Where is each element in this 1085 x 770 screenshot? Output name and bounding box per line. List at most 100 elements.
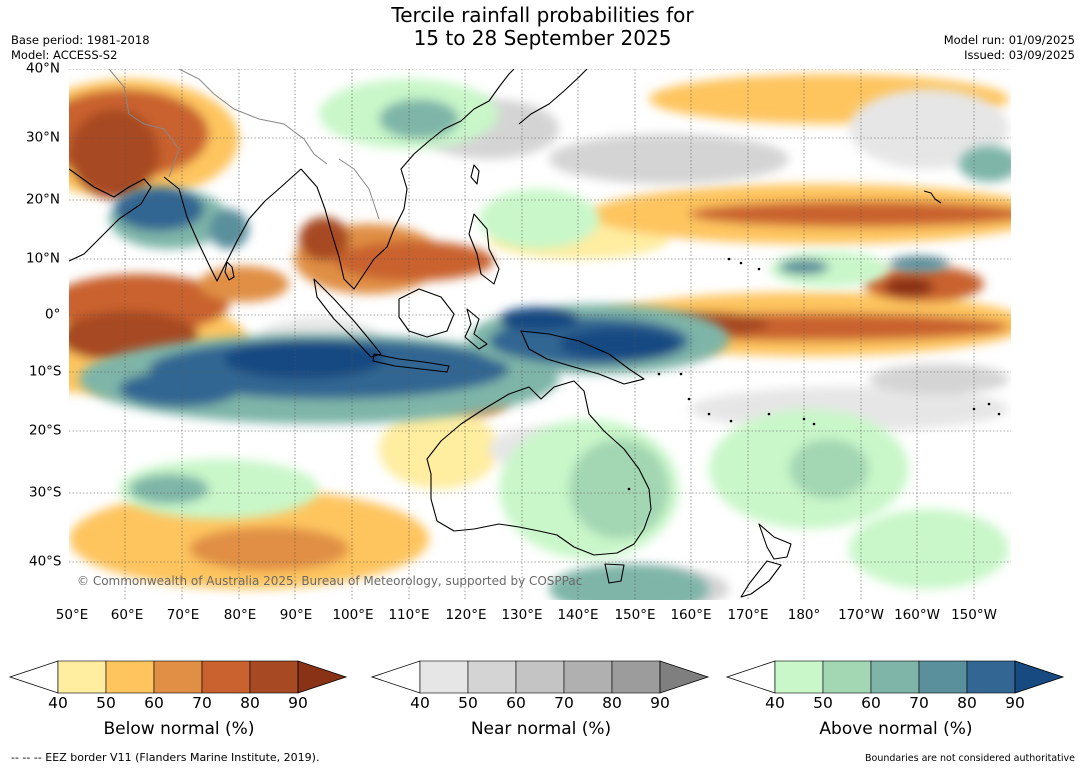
cbar-near-50-60 — [467, 660, 517, 694]
lon-label-170w: 170°W — [838, 607, 884, 623]
coastline-sri-lanka — [224, 261, 235, 281]
tick-above-90: 90 — [1005, 694, 1025, 712]
lon-label-130e: 130°E — [501, 607, 543, 623]
lon-label-170e: 170°E — [727, 607, 769, 623]
coastline-australia — [426, 380, 652, 556]
title-line-1: Tercile rainfall probabilities for — [391, 3, 694, 27]
lat-label-20n: 20°N — [26, 191, 61, 208]
lon-label-100e: 100°E — [332, 607, 374, 623]
eez-border-note: -- -- -- EEZ border V11 (Flanders Marine… — [11, 751, 320, 764]
coastline-arabia — [69, 168, 152, 262]
lon-label-150e: 150°E — [614, 607, 656, 623]
coastline-new-zealand-south — [740, 560, 782, 598]
lon-label-160e: 160°E — [670, 607, 712, 623]
lat-label-40s: 40°S — [29, 553, 62, 570]
coastline-japan — [518, 69, 588, 125]
lon-label-120e: 120°E — [445, 607, 487, 623]
tick-near-90: 90 — [650, 694, 670, 712]
lat-label-30n: 30°N — [26, 129, 61, 146]
lat-label-0: 0° — [45, 306, 61, 323]
tick-below-90: 90 — [288, 694, 308, 712]
coastline-bay-of-bengal-east — [300, 168, 388, 290]
coastline-java — [372, 353, 450, 373]
model-run: Model run: 01/09/2025 — [943, 33, 1075, 47]
coastline-tasmania — [604, 563, 625, 584]
coastline-borneo — [398, 288, 455, 338]
lat-label-20s: 20°S — [29, 422, 62, 439]
coastline-india — [163, 168, 302, 282]
tick-near-60: 60 — [506, 694, 526, 712]
cbar-near-60-70 — [515, 660, 565, 694]
cbar-above-80-90 — [966, 660, 1016, 694]
coastline-hawaii — [923, 190, 942, 204]
cbar-near-max-extend — [659, 660, 710, 694]
coastline-new-zealand-north — [758, 523, 792, 560]
country-borders — [108, 69, 380, 220]
base-period: Base period: 1981-2018 — [11, 33, 150, 47]
coastline-new-guinea — [520, 330, 645, 385]
colorbar-below-normal — [8, 660, 348, 694]
cbar-above-70-80 — [918, 660, 968, 694]
cbar-below-max-extend — [297, 660, 348, 694]
tick-above-70: 70 — [909, 694, 929, 712]
cbar-below-50-60 — [105, 660, 155, 694]
lon-label-50e: 50°E — [55, 607, 89, 623]
coastline-sulawesi — [464, 308, 488, 350]
lat-label-10s: 10°S — [29, 363, 62, 380]
tick-near-70: 70 — [554, 694, 574, 712]
copyright-notice: © Commonwealth of Australia 2025, Bureau… — [77, 574, 583, 588]
cbar-below-60-70 — [153, 660, 203, 694]
issued-date: Issued: 03/09/2025 — [964, 48, 1075, 62]
cbar-near-min-extend — [370, 660, 421, 694]
lon-label-150w: 150°W — [951, 607, 997, 623]
colorbar-above-title: Above normal (%) — [819, 719, 973, 739]
lon-label-80e: 80°E — [223, 607, 257, 623]
cbar-above-60-70 — [870, 660, 920, 694]
map-title: Tercile rainfall probabilities for 15 to… — [0, 4, 1085, 50]
tick-near-40: 40 — [410, 694, 430, 712]
lon-label-110e: 110°E — [388, 607, 430, 623]
tick-below-50: 50 — [96, 694, 116, 712]
lon-label-140e: 140°E — [557, 607, 599, 623]
title-line-2: 15 to 28 September 2025 — [413, 26, 672, 50]
lon-label-180: 180° — [787, 607, 821, 623]
cbar-below-min-extend — [8, 660, 59, 694]
cbar-near-40-50 — [419, 660, 469, 694]
cbar-below-40-50 — [57, 660, 107, 694]
tick-above-40: 40 — [765, 694, 785, 712]
cbar-below-70-80 — [201, 660, 251, 694]
tick-below-80: 80 — [240, 694, 260, 712]
tick-near-50: 50 — [458, 694, 478, 712]
colorbar-below-svg — [8, 660, 348, 694]
tick-below-60: 60 — [144, 694, 164, 712]
lon-label-160w: 160°W — [894, 607, 940, 623]
metadata-right: Model run: 01/09/2025 Issued: 03/09/2025 — [944, 33, 1075, 63]
cbar-above-40-50 — [774, 660, 824, 694]
coastline-taiwan — [470, 164, 480, 185]
coastline-sumatra — [313, 278, 382, 358]
lon-label-60e: 60°E — [110, 607, 144, 623]
cbar-near-80-90 — [611, 660, 661, 694]
coastline-east-asia — [413, 69, 515, 155]
tick-above-50: 50 — [813, 694, 833, 712]
cbar-below-80-90 — [249, 660, 299, 694]
rainfall-probability-map — [69, 69, 1011, 600]
lon-label-70e: 70°E — [166, 607, 200, 623]
boundaries-disclaimer: Boundaries are not considered authoritat… — [865, 753, 1075, 764]
lat-label-10n: 10°N — [26, 250, 61, 267]
coastline-indochina — [386, 153, 415, 248]
tick-above-60: 60 — [861, 694, 881, 712]
colorbar-below-title: Below normal (%) — [103, 719, 255, 739]
metadata-left: Base period: 1981-2018 Model: ACCESS-S2 — [11, 33, 150, 63]
lat-label-30s: 30°S — [29, 484, 62, 501]
lat-label-40n: 40°N — [26, 60, 61, 77]
colorbar-above-normal — [725, 660, 1065, 694]
cbar-above-50-60 — [822, 660, 872, 694]
pacific-islands — [627, 257, 1001, 491]
tick-below-70: 70 — [192, 694, 212, 712]
map-canvas — [69, 69, 1011, 600]
model-name: Model: ACCESS-S2 — [11, 48, 118, 62]
tick-near-80: 80 — [602, 694, 622, 712]
colorbar-near-title: Near normal (%) — [470, 719, 612, 739]
coastline-philippines — [468, 213, 500, 285]
